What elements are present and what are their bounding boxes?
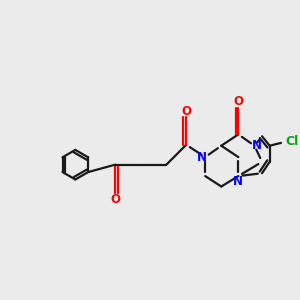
Text: N: N bbox=[252, 139, 262, 152]
Text: Cl: Cl bbox=[285, 135, 298, 148]
Text: O: O bbox=[110, 193, 120, 206]
Text: O: O bbox=[233, 95, 243, 108]
Text: O: O bbox=[181, 104, 191, 118]
Text: N: N bbox=[197, 151, 207, 164]
Text: N: N bbox=[233, 175, 243, 188]
